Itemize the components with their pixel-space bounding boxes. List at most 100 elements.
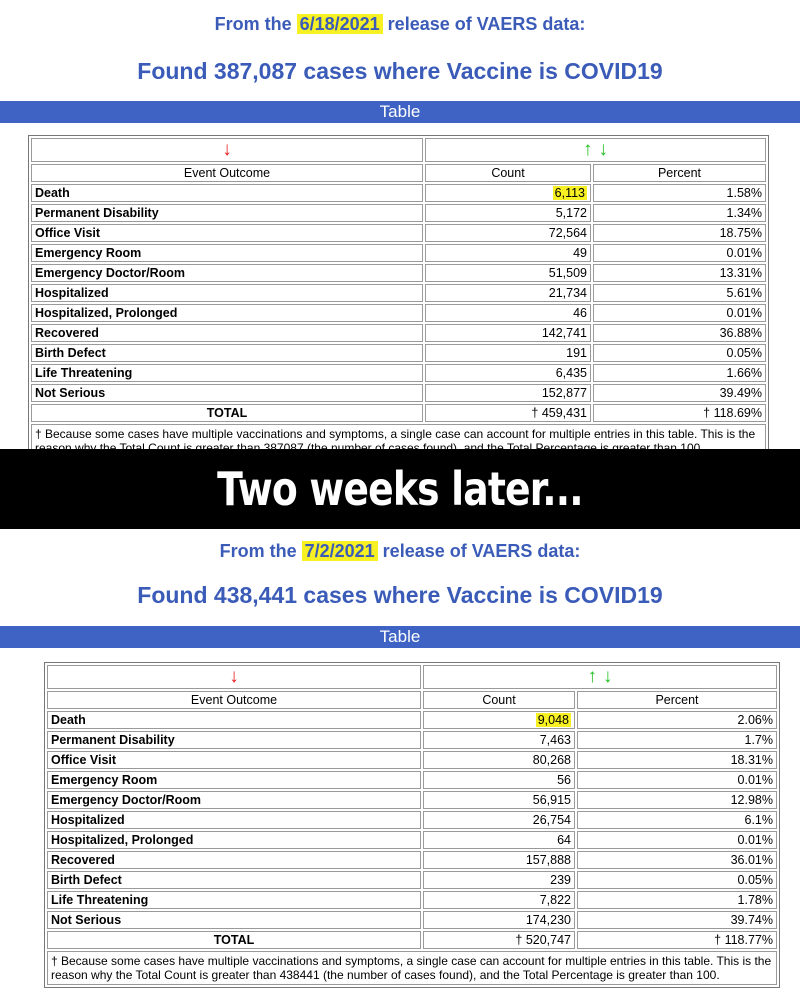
row-count: 152,877 <box>425 384 591 402</box>
table-row: Life Threatening 6,435 1.66% <box>31 364 766 382</box>
sort-down-arrow-icon[interactable]: ↓ <box>598 139 609 160</box>
row-label: Office Visit <box>31 224 423 242</box>
sort-arrow-row: ↓ ↑ ↓ <box>47 665 777 689</box>
row-count: 9,048 <box>423 711 575 729</box>
highlighted-death-count: 9,048 <box>535 713 571 727</box>
release-heading-1: From the 6/18/2021 release of VAERS data… <box>0 14 800 35</box>
row-label: Hospitalized, Prolonged <box>47 831 421 849</box>
header-row: Event Outcome Count Percent <box>31 164 766 182</box>
row-label: Death <box>31 184 423 202</box>
row-percent: 36.88% <box>593 324 766 342</box>
row-count: 157,888 <box>423 851 575 869</box>
outcome-sort-cell: ↓ <box>47 665 421 689</box>
row-label: Birth Defect <box>47 871 421 889</box>
banner-text: Two weeks later... <box>217 462 583 516</box>
row-percent: 18.31% <box>577 751 777 769</box>
row-label: Emergency Room <box>47 771 421 789</box>
row-count: 5,172 <box>425 204 591 222</box>
table-row: Hospitalized 26,754 6.1% <box>47 811 777 829</box>
total-percent: † 118.77% <box>577 931 777 949</box>
row-percent: 13.31% <box>593 264 766 282</box>
header-event-outcome: Event Outcome <box>47 691 421 709</box>
release-date-highlight: 7/2/2021 <box>301 541 378 561</box>
release-suffix: release of VAERS data: <box>382 14 586 34</box>
row-label: Emergency Room <box>31 244 423 262</box>
table-row: Hospitalized 21,734 5.61% <box>31 284 766 302</box>
total-label: TOTAL <box>47 931 421 949</box>
row-count: 56 <box>423 771 575 789</box>
row-label: Hospitalized <box>31 284 423 302</box>
row-label: Office Visit <box>47 751 421 769</box>
row-label: Recovered <box>31 324 423 342</box>
table-row: Emergency Room 49 0.01% <box>31 244 766 262</box>
table-row: Hospitalized, Prolonged 64 0.01% <box>47 831 777 849</box>
row-percent: 1.66% <box>593 364 766 382</box>
found-cases-heading-2: Found 438,441 cases where Vaccine is COV… <box>137 582 663 608</box>
row-label: Birth Defect <box>31 344 423 362</box>
sort-up-arrow-icon[interactable]: ↑ <box>583 139 593 160</box>
row-count: 6,113 <box>425 184 591 202</box>
total-count: † 459,431 <box>425 404 591 422</box>
row-count: 174,230 <box>423 911 575 929</box>
table-row: Permanent Disability 7,463 1.7% <box>47 731 777 749</box>
row-count: 191 <box>425 344 591 362</box>
table-bar-2: Table <box>0 626 800 648</box>
row-count: 26,754 <box>423 811 575 829</box>
row-percent: 1.7% <box>577 731 777 749</box>
table-row: Birth Defect 239 0.05% <box>47 871 777 889</box>
row-percent: 12.98% <box>577 791 777 809</box>
table-row: Not Serious 174,230 39.74% <box>47 911 777 929</box>
row-percent: 6.1% <box>577 811 777 829</box>
sort-down-arrow-icon[interactable]: ↓ <box>603 666 613 687</box>
row-label: Emergency Doctor/Room <box>31 264 423 282</box>
table-bar-1: Table <box>0 101 800 123</box>
release-date-highlight: 6/18/2021 <box>296 14 383 34</box>
sort-down-arrow-icon[interactable]: ↓ <box>229 666 239 687</box>
row-percent: 1.34% <box>593 204 766 222</box>
vaers-table-1: ↓ ↑ ↓ Event Outcome Count Percent Death 6,… <box>28 135 769 461</box>
row-count: 72,564 <box>425 224 591 242</box>
table-row: Emergency Doctor/Room 56,915 12.98% <box>47 791 777 809</box>
row-label: Life Threatening <box>47 891 421 909</box>
total-percent: † 118.69% <box>593 404 766 422</box>
two-weeks-later-banner: Two weeks later... <box>0 449 800 529</box>
header-count: Count <box>425 164 591 182</box>
row-label: Life Threatening <box>31 364 423 382</box>
row-count: 142,741 <box>425 324 591 342</box>
footnote-row: † Because some cases have multiple vacci… <box>47 951 777 985</box>
table-row: Office Visit 80,268 18.31% <box>47 751 777 769</box>
row-percent: 0.01% <box>577 771 777 789</box>
table-row: Hospitalized, Prolonged 46 0.01% <box>31 304 766 322</box>
table-row: Recovered 142,741 36.88% <box>31 324 766 342</box>
outcome-sort-cell: ↓ <box>31 138 423 162</box>
row-percent: 1.78% <box>577 891 777 909</box>
total-row: TOTAL † 520,747 † 118.77% <box>47 931 777 949</box>
sort-down-arrow-icon[interactable]: ↓ <box>222 139 232 160</box>
table-row: Permanent Disability 5,172 1.34% <box>31 204 766 222</box>
row-count: 51,509 <box>425 264 591 282</box>
row-count: 21,734 <box>425 284 591 302</box>
row-count: 46 <box>425 304 591 322</box>
row-count: 239 <box>423 871 575 889</box>
row-label: Permanent Disability <box>31 204 423 222</box>
total-label: TOTAL <box>31 404 423 422</box>
header-row: Event Outcome Count Percent <box>47 691 777 709</box>
table-row: Emergency Room 56 0.01% <box>47 771 777 789</box>
table-row: Birth Defect 191 0.05% <box>31 344 766 362</box>
row-percent: 2.06% <box>577 711 777 729</box>
release-suffix: release of VAERS data: <box>377 541 581 561</box>
row-label: Not Serious <box>31 384 423 402</box>
row-percent: 36.01% <box>577 851 777 869</box>
sort-up-arrow-icon[interactable]: ↑ <box>587 666 598 687</box>
header-count: Count <box>423 691 575 709</box>
row-label: Not Serious <box>47 911 421 929</box>
row-percent: 39.49% <box>593 384 766 402</box>
count-sort-cell: ↑ ↓ <box>425 138 766 162</box>
table-row: Death 9,048 2.06% <box>47 711 777 729</box>
row-percent: 0.05% <box>577 871 777 889</box>
row-percent: 39.74% <box>577 911 777 929</box>
row-percent: 1.58% <box>593 184 766 202</box>
sort-arrow-row: ↓ ↑ ↓ <box>31 138 766 162</box>
row-label: Emergency Doctor/Room <box>47 791 421 809</box>
total-row: TOTAL † 459,431 † 118.69% <box>31 404 766 422</box>
